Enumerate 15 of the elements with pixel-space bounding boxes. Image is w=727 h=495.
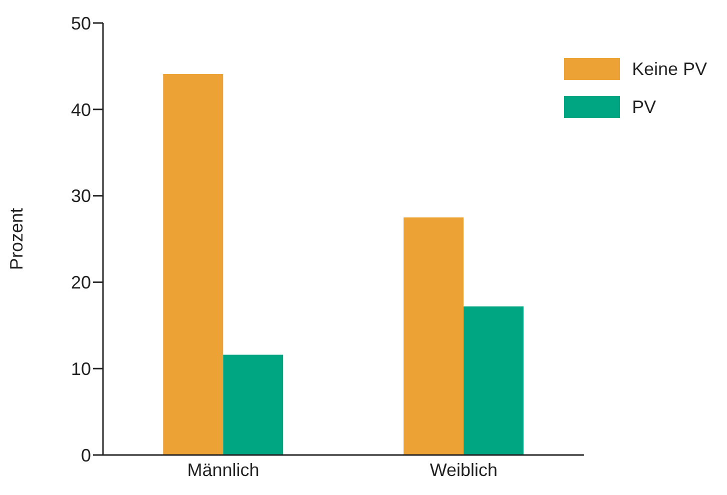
y-tick-label: 40 bbox=[70, 100, 91, 120]
y-axis-title: Prozent bbox=[6, 208, 26, 270]
bar bbox=[223, 354, 284, 455]
legend-label: PV bbox=[632, 96, 656, 118]
y-tick-label: 50 bbox=[70, 13, 91, 34]
x-tick-label: Weiblich bbox=[430, 460, 498, 480]
bar bbox=[464, 306, 524, 455]
legend-label: Keine PV bbox=[632, 58, 707, 80]
bar bbox=[163, 74, 224, 455]
y-tick-label: 20 bbox=[70, 272, 91, 293]
y-tick-label: 10 bbox=[70, 358, 91, 379]
y-tick-label: 0 bbox=[80, 445, 91, 466]
x-tick-label: Männlich bbox=[187, 460, 260, 480]
bar bbox=[404, 217, 464, 455]
y-tick-label: 30 bbox=[70, 186, 91, 206]
